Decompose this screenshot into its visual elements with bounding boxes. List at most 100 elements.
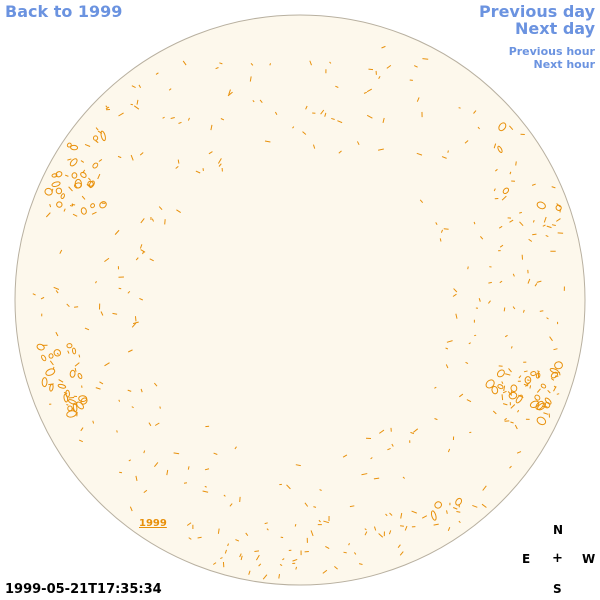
contour-mark xyxy=(492,410,497,415)
contour-mark xyxy=(549,336,553,342)
contour-mark xyxy=(488,281,492,284)
contour-mark xyxy=(252,100,255,103)
contour-mark xyxy=(72,213,78,217)
contour-mark xyxy=(399,551,404,556)
contour-mark xyxy=(389,512,393,516)
contour-mark xyxy=(131,406,134,409)
contour-mark xyxy=(494,168,498,172)
contour-mark xyxy=(68,396,75,399)
previous-day-link[interactable]: Previous day xyxy=(478,2,595,21)
contour-mark xyxy=(434,418,438,421)
contour-mark xyxy=(512,306,516,310)
contour-mark xyxy=(195,170,201,174)
contour-mark xyxy=(266,528,269,531)
contour-mark xyxy=(80,427,84,432)
contour-mark xyxy=(318,519,321,523)
year-link[interactable]: 1999 xyxy=(139,518,167,529)
contour-loop xyxy=(455,497,463,506)
contour-mark xyxy=(305,105,308,110)
contour-mark xyxy=(458,393,464,398)
contour-mark xyxy=(536,388,541,393)
contour-mark xyxy=(519,211,522,214)
contour-mark xyxy=(140,218,145,224)
next-hour-link[interactable]: Next hour xyxy=(533,58,596,71)
contour-mark xyxy=(210,124,213,131)
contour-mark xyxy=(445,347,449,350)
contour-mark xyxy=(453,288,458,293)
contour-loop xyxy=(67,399,78,405)
next-day-link[interactable]: Next day xyxy=(515,19,595,38)
contour-mark xyxy=(338,150,342,154)
contour-mark xyxy=(162,116,165,119)
contour-mark xyxy=(217,528,220,534)
contour-mark xyxy=(55,290,59,294)
contour-mark xyxy=(551,224,556,226)
contour-mark xyxy=(312,144,316,149)
contour-mark xyxy=(213,562,217,565)
back-to-year-link[interactable]: Back to 1999 xyxy=(5,2,123,21)
contour-mark xyxy=(130,103,134,106)
contour-mark xyxy=(130,154,134,161)
contour-mark xyxy=(322,569,328,574)
contour-loop xyxy=(524,376,532,384)
contour-mark xyxy=(63,392,68,394)
contour-loop xyxy=(515,394,523,404)
contour-loop xyxy=(550,371,559,379)
contour-mark xyxy=(373,477,380,480)
contour-mark xyxy=(143,450,146,454)
contour-loop xyxy=(87,180,94,187)
contour-mark xyxy=(512,273,515,277)
contour-mark xyxy=(502,390,507,394)
contour-mark xyxy=(220,118,225,121)
contour-mark xyxy=(197,536,202,539)
contour-mark xyxy=(155,72,159,75)
compass-south: S xyxy=(553,582,562,596)
contour-mark xyxy=(295,464,301,467)
contour-mark xyxy=(95,140,99,144)
contour-mark xyxy=(250,63,254,66)
contour-mark xyxy=(220,557,223,560)
contour-mark xyxy=(325,546,330,550)
contour-mark xyxy=(481,503,487,508)
compass-north: N xyxy=(553,523,564,537)
contour-mark xyxy=(343,551,347,554)
contour-mark xyxy=(400,512,403,519)
contour-mark xyxy=(294,523,297,527)
contour-loop xyxy=(92,135,99,141)
contour-mark xyxy=(204,485,207,488)
contour-mark xyxy=(458,107,461,109)
contour-mark xyxy=(474,334,477,337)
contour-mark xyxy=(501,394,504,401)
contour-loop xyxy=(535,400,544,410)
contour-mark xyxy=(104,257,110,263)
contour-mark xyxy=(446,510,448,514)
contour-mark xyxy=(331,117,335,120)
contour-mark xyxy=(447,448,451,453)
contour-mark xyxy=(45,212,51,218)
contour-mark xyxy=(158,206,163,211)
contour-loop xyxy=(67,405,73,412)
contour-mark xyxy=(509,171,512,175)
contour-mark xyxy=(69,204,73,207)
contour-mark xyxy=(504,417,507,421)
contour-mark xyxy=(441,156,447,159)
contour-mark xyxy=(127,349,133,353)
contour-mark xyxy=(154,462,159,468)
contour-mark xyxy=(223,494,226,497)
contour-mark xyxy=(477,126,480,130)
contour-mark xyxy=(254,550,260,552)
contour-mark xyxy=(363,91,367,94)
contour-mark xyxy=(452,293,457,297)
contour-mark xyxy=(227,91,233,97)
contour-loop xyxy=(497,384,504,390)
contour-loop xyxy=(45,368,56,376)
contour-mark xyxy=(182,60,187,66)
contour-mark xyxy=(258,563,262,567)
contour-mark xyxy=(99,381,104,385)
contour-mark xyxy=(404,525,408,531)
contour-mark xyxy=(139,244,143,249)
contour-mark xyxy=(274,111,278,116)
previous-hour-link[interactable]: Previous hour xyxy=(508,45,595,58)
contour-mark xyxy=(465,361,469,365)
contour-mark xyxy=(82,169,86,174)
